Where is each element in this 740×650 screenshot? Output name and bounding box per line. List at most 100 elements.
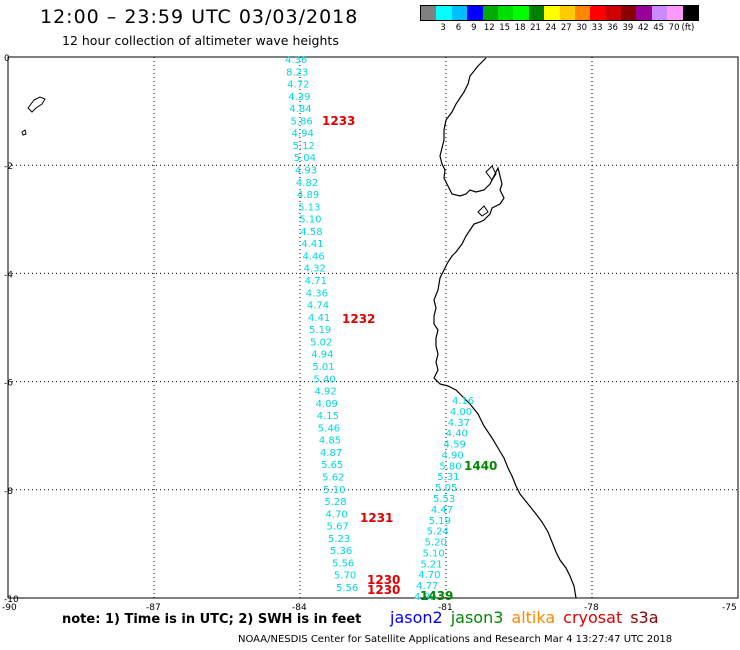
legend-value: 21 <box>530 23 541 33</box>
legend-swatch <box>528 6 545 20</box>
swh-value: 4.70 <box>418 570 440 581</box>
swh-value: 4.90 <box>441 450 463 461</box>
legend-swatch <box>436 6 452 20</box>
satellite-label: s3a <box>630 608 659 627</box>
swh-value: 5.02 <box>310 337 332 348</box>
legend-swatch <box>421 6 437 20</box>
swh-value: 5.19 <box>309 325 331 336</box>
credit-line: NOAA/NESDIS Center for Satellite Applica… <box>238 634 673 645</box>
swh-value: 5.10 <box>299 215 321 226</box>
track1-swh-values: 4.368.234.724.394.845.864.945.125.044.93… <box>285 55 358 594</box>
galapagos-islands <box>21 96 46 136</box>
swh-value: 4.94 <box>292 129 314 140</box>
legend-value: 24 <box>545 23 557 33</box>
axis-labels: 0 -2 -4 -6 -8 -10-90 -87 -84 -81 -78 -75 <box>2 54 737 613</box>
legend-swatches <box>420 5 700 21</box>
swh-value: 4.46 <box>302 251 324 262</box>
lon-label: -87 <box>146 603 161 613</box>
legend-swatch <box>497 6 514 20</box>
legend-value: 15 <box>499 23 511 33</box>
swh-value: 4.32 <box>304 264 326 275</box>
swh-value: 5.86 <box>290 116 312 127</box>
swh-value: 4.84 <box>289 104 311 115</box>
lon-label: -78 <box>584 603 599 613</box>
swh-value: 5.62 <box>322 472 344 483</box>
legend-value: 6 <box>455 23 462 33</box>
legend-swatch <box>451 6 468 20</box>
swh-value: 4.37 <box>448 418 470 429</box>
legend-swatch <box>590 6 606 20</box>
swh-value: 4.39 <box>288 92 310 103</box>
satellite-label: altika <box>511 608 556 627</box>
swh-value: 4.16 <box>452 396 474 407</box>
lat-label: -8 <box>4 487 13 497</box>
swh-value: 5.40 <box>313 374 335 385</box>
swh-value: 4.41 <box>301 239 323 250</box>
time-label: 1440 <box>464 459 497 473</box>
time-label: 1233 <box>322 114 355 128</box>
legend-swatch <box>559 6 575 20</box>
legend-swatch <box>574 6 591 20</box>
lon-label: -84 <box>292 603 307 613</box>
swh-value: 5.12 <box>293 141 315 152</box>
legend-value: 9 <box>471 23 477 33</box>
swh-value: 5.46 <box>318 423 340 434</box>
swh-value: 8.23 <box>286 67 308 78</box>
time-label: 1230 <box>367 573 400 587</box>
swh-value: 4.58 <box>300 227 322 238</box>
legend-swatch <box>651 6 668 20</box>
legend-swatch <box>513 6 529 20</box>
swh-value: 4.36 <box>306 288 328 299</box>
swh-value: 4.00 <box>450 407 472 418</box>
grid-lines <box>7 56 739 599</box>
swh-value: 5.23 <box>328 534 350 545</box>
time-label: 1439 <box>420 589 453 603</box>
swh-value: 4.89 <box>297 190 319 201</box>
legend-value: 42 <box>637 23 649 33</box>
swh-value: 4.74 <box>307 301 329 312</box>
legend-value: 70 <box>668 23 680 33</box>
legend-value: 18 <box>514 23 526 33</box>
swh-value: 5.31 <box>437 472 459 483</box>
swh-value: 5.05 <box>435 483 457 494</box>
legend-value: 3 <box>440 23 446 33</box>
track2-swh-values: 4.164.004.374.404.594.905.805.315.055.53… <box>414 396 474 603</box>
swh-value: 4.59 <box>444 440 466 451</box>
swh-value: 4.82 <box>296 178 318 189</box>
puna-island <box>477 205 489 217</box>
satellite-label: jason2 <box>390 608 443 627</box>
lon-label: -90 <box>2 603 17 613</box>
legend-swatch <box>682 6 699 20</box>
swh-value: 5.20 <box>425 538 447 549</box>
swh-value: 4.72 <box>287 80 309 91</box>
track-times: 1233 1232 1231 1230 1230 1440 1439 <box>322 114 497 603</box>
swh-value: 5.10 <box>422 548 444 559</box>
lat-label: -6 <box>4 379 13 389</box>
time-label: 1232 <box>342 312 375 326</box>
legend-swatch <box>482 6 498 20</box>
satellite-label: cryosat <box>563 608 623 627</box>
legend-labels: 3 6 9 12 15 18 21 24 27 30 33 36 39 42 45 70 (ft) <box>420 21 699 33</box>
swh-value: 5.24 <box>427 527 449 538</box>
swh-value: 4.85 <box>319 436 341 447</box>
swh-value: 5.36 <box>330 546 352 557</box>
legend-swatch <box>605 6 622 20</box>
map-title: 12:00 – 23:59 UTC 03/03/2018 <box>40 6 359 28</box>
lat-label: 0 <box>4 54 10 64</box>
legend-value: 27 <box>560 23 572 33</box>
satellite-legend: jason2 jason3 altika cryosat s3a <box>390 608 667 627</box>
swh-value: 4.71 <box>305 276 327 287</box>
legend-value: 33 <box>591 23 603 33</box>
swh-value: 4.77 <box>416 581 438 592</box>
swh-value: 4.87 <box>320 448 342 459</box>
legend-value: 45 <box>653 23 665 33</box>
swh-value: 5.04 <box>294 153 316 164</box>
swh-value: 5.56 <box>336 583 358 594</box>
swh-value: 5.56 <box>332 558 354 569</box>
legend-swatch <box>544 6 560 20</box>
swh-value: 4.92 <box>315 387 337 398</box>
swh-value: 4.09 <box>316 399 338 410</box>
swh-value: 5.28 <box>324 497 346 508</box>
swh-value: 4.89 <box>414 592 436 603</box>
